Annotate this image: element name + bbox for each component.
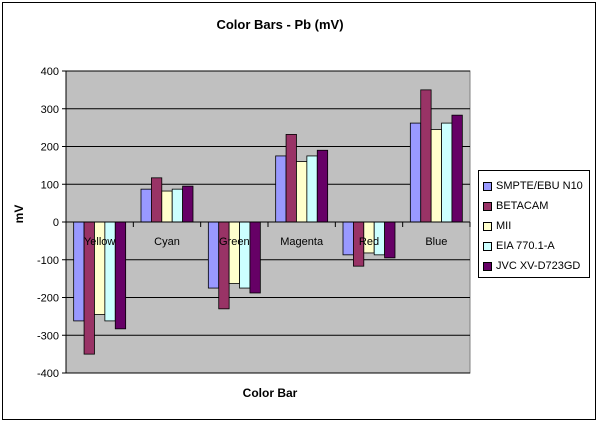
bar bbox=[409, 122, 422, 223]
legend-item: EIA 770.1-A bbox=[483, 236, 589, 256]
y-tick-label: -100 bbox=[37, 255, 59, 267]
legend-item: JVC XV-D723GD bbox=[483, 256, 589, 276]
y-tick-label: 0 bbox=[53, 217, 59, 229]
legend-swatch bbox=[483, 241, 492, 251]
bar bbox=[161, 190, 173, 223]
bar bbox=[306, 155, 318, 223]
legend-item: MII bbox=[483, 216, 589, 236]
bar bbox=[249, 221, 261, 294]
chart-legend: SMPTE/EBU N10 BETACAM MII EIA 770.1-A JV… bbox=[478, 170, 590, 278]
bar bbox=[171, 188, 183, 223]
bar bbox=[430, 129, 442, 223]
legend-swatch bbox=[483, 261, 492, 271]
bar bbox=[239, 221, 251, 289]
bar bbox=[342, 221, 354, 256]
legend-swatch bbox=[483, 181, 492, 191]
bar bbox=[114, 221, 127, 330]
y-tick-label: 200 bbox=[41, 142, 59, 154]
legend-label: BETACAM bbox=[496, 200, 549, 212]
category-label: Green bbox=[219, 236, 250, 248]
bar bbox=[207, 221, 220, 289]
bar bbox=[384, 221, 396, 259]
y-tick-label: 400 bbox=[41, 66, 59, 78]
bar bbox=[228, 221, 240, 284]
bar bbox=[451, 114, 463, 223]
legend-label: EIA 770.1-A bbox=[496, 240, 555, 252]
chart-title: Color Bars - Pb (mV) bbox=[216, 17, 344, 32]
bar bbox=[316, 149, 329, 223]
bar bbox=[182, 185, 194, 223]
bar bbox=[285, 134, 297, 223]
y-tick-label: 300 bbox=[41, 104, 59, 116]
y-tick-label: -200 bbox=[37, 293, 59, 305]
bar bbox=[441, 122, 453, 223]
legend-label: SMPTE/EBU N10 bbox=[496, 180, 583, 192]
y-tick-label: 100 bbox=[41, 179, 59, 191]
category-label: Yellow bbox=[84, 236, 115, 248]
legend-swatch bbox=[483, 201, 492, 211]
y-tick-label: -300 bbox=[37, 330, 59, 342]
bar bbox=[150, 177, 163, 223]
legend-item: BETACAM bbox=[483, 196, 589, 216]
bar bbox=[420, 89, 432, 223]
legend-label: JVC XV-D723GD bbox=[496, 260, 581, 272]
category-label: Red bbox=[359, 236, 379, 248]
legend-swatch bbox=[483, 221, 492, 231]
legend-item: SMPTE/EBU N10 bbox=[483, 176, 589, 196]
x-axis-label: Color Bar bbox=[242, 386, 298, 400]
category-label: Magenta bbox=[280, 236, 324, 248]
category-label: Blue bbox=[425, 236, 447, 248]
y-tick-label: -400 bbox=[37, 368, 59, 380]
bar bbox=[73, 221, 85, 322]
bar bbox=[140, 188, 152, 223]
category-label: Cyan bbox=[154, 236, 180, 248]
bar bbox=[275, 155, 287, 223]
legend-label: MII bbox=[496, 220, 512, 232]
bar bbox=[296, 161, 308, 223]
